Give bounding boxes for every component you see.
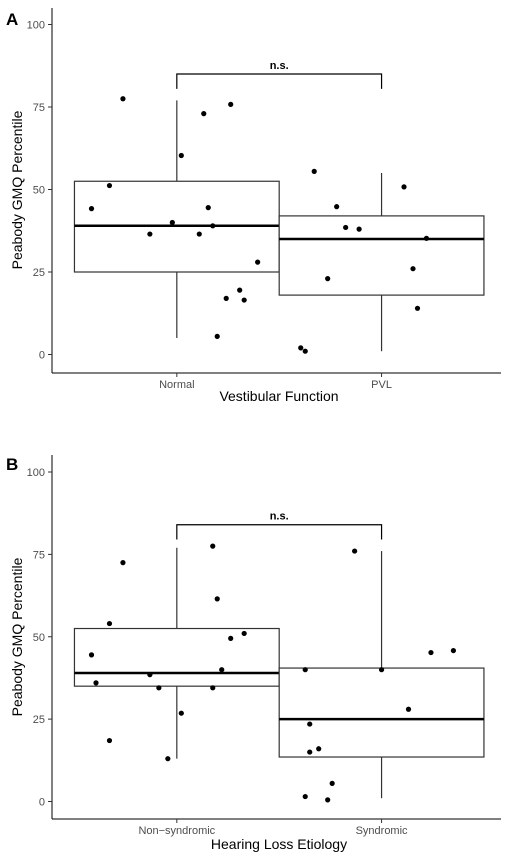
- data-point: [169, 219, 175, 226]
- data-point: [352, 548, 358, 554]
- data-point: [311, 168, 317, 174]
- x-tick-label: Syndromic: [356, 825, 408, 837]
- data-point: [88, 652, 95, 658]
- data-point: [255, 259, 261, 265]
- data-point: [210, 543, 216, 549]
- data-point: [237, 287, 243, 293]
- x-axis-title: Hearing Loss Etiology: [211, 836, 347, 852]
- data-point: [316, 746, 322, 752]
- data-point: [210, 223, 216, 229]
- data-point: [423, 235, 430, 241]
- data-point: [106, 182, 113, 189]
- y-tick-label: 100: [27, 20, 45, 32]
- data-point: [241, 630, 247, 637]
- data-point: [302, 348, 308, 354]
- data-point: [428, 649, 434, 656]
- panel-label: A: [6, 10, 18, 29]
- panel-a: A Peabody GMQ Percentile Vestibular Func…: [6, 8, 501, 404]
- y-tick-label: 25: [33, 267, 45, 279]
- data-point: [156, 685, 162, 691]
- y-tick-label: 50: [33, 632, 45, 644]
- x-tick-label: Normal: [159, 379, 194, 391]
- data-point: [329, 780, 335, 786]
- data-point: [178, 152, 184, 159]
- data-point: [214, 596, 220, 602]
- significance-bracket: [176, 524, 383, 540]
- significance-label: n.s.: [270, 511, 289, 523]
- box: [278, 667, 485, 758]
- data-point: [106, 737, 113, 744]
- data-point: [410, 266, 416, 272]
- data-point: [210, 685, 216, 691]
- data-point: [325, 797, 331, 803]
- data-point: [147, 672, 153, 678]
- data-point: [201, 111, 207, 117]
- data-point: [450, 647, 457, 654]
- data-point: [120, 560, 126, 566]
- y-tick-label: 100: [27, 467, 45, 479]
- data-point: [228, 635, 234, 641]
- significance-bracket: [176, 73, 383, 89]
- y-tick-label: 0: [39, 350, 45, 362]
- data-point: [205, 205, 211, 211]
- data-point: [147, 231, 153, 237]
- data-point: [302, 793, 308, 800]
- data-point: [405, 706, 412, 712]
- x-tick-label: PVL: [371, 379, 392, 391]
- data-point: [401, 184, 407, 190]
- data-point: [414, 305, 421, 311]
- data-point: [93, 680, 99, 686]
- data-point: [356, 226, 362, 232]
- data-point: [228, 101, 234, 107]
- data-point: [378, 667, 385, 673]
- y-tick-label: 75: [33, 549, 45, 561]
- y-tick-label: 25: [33, 714, 45, 726]
- data-point: [307, 721, 313, 727]
- x-tick-label: Non−syndromic: [138, 825, 215, 837]
- data-point: [334, 204, 340, 210]
- data-point: [178, 710, 184, 716]
- data-point: [88, 206, 95, 212]
- y-axis-title: Peabody GMQ Percentile: [9, 557, 25, 716]
- box: [73, 627, 280, 687]
- data-point: [196, 231, 202, 237]
- data-point: [325, 276, 331, 282]
- data-point: [106, 620, 113, 627]
- x-axis-title: Vestibular Function: [219, 388, 338, 404]
- significance-label: n.s.: [270, 60, 289, 72]
- y-tick-label: 0: [39, 797, 45, 809]
- panel-label: B: [6, 455, 18, 474]
- data-point: [120, 96, 126, 102]
- y-tick-label: 50: [33, 185, 45, 197]
- data-point: [219, 667, 225, 673]
- data-point: [241, 297, 247, 303]
- y-tick-label: 75: [33, 102, 45, 114]
- data-point: [302, 667, 308, 673]
- data-point: [223, 295, 229, 301]
- box: [278, 215, 485, 296]
- data-point: [165, 756, 171, 762]
- data-point: [307, 749, 313, 755]
- data-point: [214, 333, 220, 339]
- panel-b: B Peabody GMQ Percentile Hearing Loss Et…: [6, 455, 501, 852]
- data-point: [298, 345, 304, 351]
- y-axis-title: Peabody GMQ Percentile: [9, 110, 25, 269]
- data-point: [343, 224, 349, 231]
